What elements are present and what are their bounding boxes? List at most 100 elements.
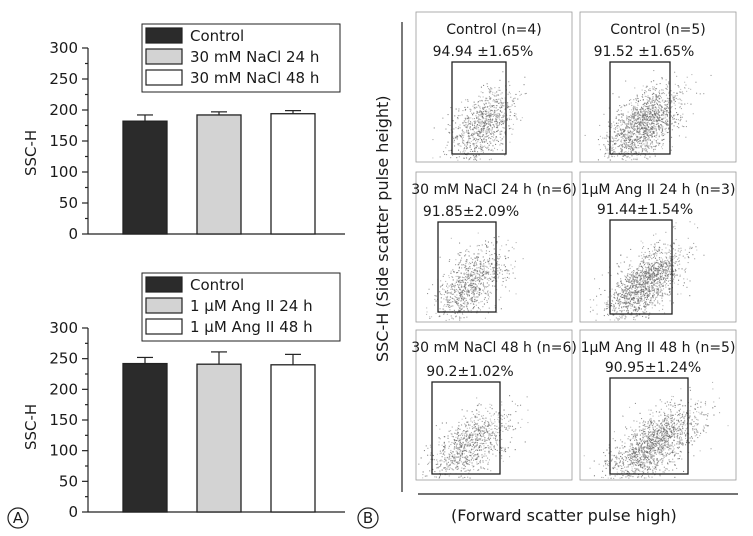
scatter-point (484, 122, 486, 124)
scatter-point (653, 255, 655, 257)
scatter-point (489, 98, 491, 100)
scatter-point (648, 288, 650, 290)
scatter-point (502, 102, 504, 104)
scatter-point (648, 294, 650, 296)
scatter-point (491, 127, 493, 129)
scatter-point (648, 276, 650, 278)
scatter-point (633, 306, 635, 308)
scatter-point (434, 476, 436, 478)
scatter-point (620, 280, 622, 282)
scatter-point (644, 126, 646, 128)
scatter-point (492, 267, 494, 269)
scatter-point (619, 310, 621, 312)
scatter-point (474, 147, 476, 149)
scatter-point (648, 266, 650, 268)
scatter-point (686, 253, 688, 255)
scatter-point (622, 138, 624, 140)
scatter-point (605, 147, 607, 149)
scatter-point (663, 269, 665, 271)
scatter-point (656, 253, 658, 255)
scatter-point (445, 128, 447, 130)
scatter-point (467, 302, 469, 304)
scatter-point (475, 280, 477, 282)
scatter-point (674, 95, 676, 97)
scatter-point (656, 291, 658, 293)
scatter-point (650, 269, 652, 271)
scatter-point (610, 140, 612, 142)
scatter-point (658, 250, 660, 252)
scatter-point (631, 122, 633, 124)
scatter-point (627, 121, 629, 123)
scatter-point (672, 264, 674, 266)
scatter-point (499, 272, 501, 274)
scatter-point (456, 157, 458, 159)
scatter-point (486, 120, 488, 122)
scatter-point (611, 156, 613, 158)
scatter-point (633, 133, 635, 135)
scatter-point (487, 421, 489, 423)
legend-swatch-1 (145, 276, 183, 293)
scatter-point (475, 270, 477, 272)
scatter-point (471, 261, 473, 263)
scatter-point (678, 123, 680, 125)
scatter-point (473, 274, 475, 276)
scatter-point (662, 252, 664, 254)
scatter-point (488, 135, 490, 137)
scatter-point (666, 122, 668, 124)
scatter-point (429, 317, 431, 319)
scatter-point (657, 96, 659, 98)
scatter-point (482, 117, 484, 119)
scatter-point (489, 105, 491, 107)
scatter-point (611, 137, 613, 139)
scatter-point (477, 101, 479, 103)
scatter-point (478, 249, 480, 251)
scatter-point (633, 124, 635, 126)
scatter-point (661, 129, 663, 131)
scatter-point (660, 124, 662, 126)
scatter-point (499, 256, 501, 258)
scatter-point (662, 264, 664, 266)
scatter-point (443, 305, 445, 307)
scatter-point (677, 283, 679, 285)
scatter-point (638, 298, 640, 300)
scatter-point (649, 277, 651, 279)
scatter-point (643, 137, 645, 139)
scatter-point (660, 267, 662, 269)
scatter-point (638, 255, 640, 257)
scatter-point (500, 121, 502, 123)
scatter-point (636, 130, 638, 132)
scatter-point (468, 291, 470, 293)
scatter-point (658, 270, 660, 272)
scatter-point (487, 273, 489, 275)
scatter-point (625, 155, 627, 157)
scatter-point (667, 261, 669, 263)
scatter-point (654, 113, 656, 115)
scatter-point (475, 127, 477, 129)
scatter-point (654, 270, 656, 272)
scatter-point (483, 84, 485, 86)
scatter-point (481, 113, 483, 115)
scatter-point (622, 121, 624, 123)
scatter-point (648, 145, 650, 147)
scatter-point (462, 313, 464, 315)
scatter-point (483, 124, 485, 126)
scatter-point (657, 117, 659, 119)
scatter-point (677, 114, 679, 116)
scatter-point (478, 135, 480, 137)
scatter-point (462, 279, 464, 281)
scatter-point (478, 289, 480, 291)
scatter-point (493, 94, 495, 96)
scatter-point (636, 126, 638, 128)
scatter-point (670, 106, 672, 108)
scatter-point (435, 312, 437, 314)
scatter-point (492, 271, 494, 273)
scatter-point (628, 103, 630, 105)
scatter-point (465, 268, 467, 270)
scatter-point (467, 116, 469, 118)
scatter-point (637, 294, 639, 296)
scatter-point (462, 456, 464, 458)
scatter-point (631, 104, 633, 106)
scatter-point (633, 275, 635, 277)
scatter-point (445, 299, 447, 301)
scatter-point (464, 444, 466, 446)
